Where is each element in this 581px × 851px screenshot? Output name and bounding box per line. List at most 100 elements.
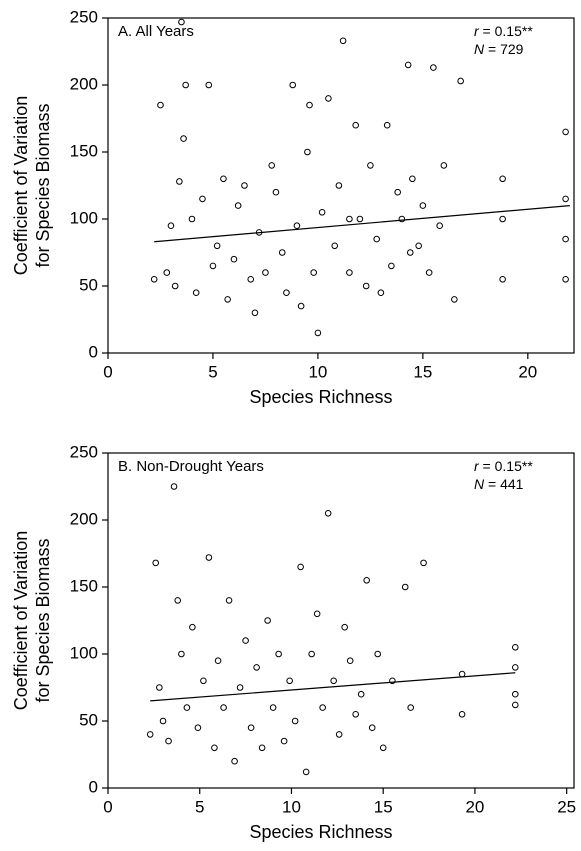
- point: [330, 677, 337, 685]
- point: [165, 737, 172, 745]
- y-tick-label: 200: [70, 74, 98, 93]
- point: [388, 262, 395, 270]
- point: [373, 235, 380, 243]
- point: [231, 757, 238, 765]
- point: [286, 677, 293, 685]
- point: [339, 37, 347, 45]
- point: [310, 269, 318, 276]
- point: [352, 711, 359, 718]
- y-tick-label: 150: [70, 141, 98, 160]
- point: [230, 255, 238, 263]
- point: [189, 623, 196, 631]
- y-tick-label: 50: [79, 275, 98, 294]
- fit-line: [150, 672, 516, 702]
- point: [234, 202, 242, 209]
- point: [457, 77, 464, 85]
- point: [280, 737, 288, 745]
- point: [346, 269, 353, 276]
- point: [379, 744, 387, 752]
- point: [313, 610, 321, 618]
- point: [499, 175, 506, 183]
- point: [192, 289, 200, 297]
- point: [319, 704, 326, 711]
- point: [341, 623, 348, 631]
- point: [199, 195, 206, 203]
- y-tick-label: 50: [79, 710, 98, 729]
- annotation-text: = 0.15**: [479, 23, 534, 39]
- point: [224, 296, 231, 303]
- point: [562, 276, 569, 283]
- plot-frame: [107, 17, 575, 354]
- point: [440, 162, 448, 169]
- annotation-symbol: N: [474, 476, 485, 492]
- point: [562, 235, 569, 243]
- point: [419, 202, 427, 209]
- point: [178, 18, 185, 26]
- point: [278, 249, 286, 256]
- x-tick-label: 15: [413, 362, 432, 381]
- point: [314, 329, 322, 337]
- point: [262, 269, 269, 276]
- point: [293, 222, 301, 229]
- point: [214, 657, 222, 665]
- y-tick-label: 100: [70, 208, 98, 227]
- point: [306, 101, 313, 109]
- point: [335, 731, 343, 738]
- y-axis-title: for Species Biomass: [33, 538, 53, 702]
- point: [398, 215, 406, 223]
- point: [324, 510, 332, 517]
- y-tick-label: 0: [89, 777, 98, 796]
- y-tick-label: 150: [70, 576, 98, 595]
- panel-title: B. Non-Drought Years: [118, 458, 264, 475]
- point: [451, 296, 458, 303]
- point: [209, 262, 217, 270]
- annotation: N = 441: [474, 476, 524, 492]
- point: [264, 617, 271, 624]
- point: [356, 215, 364, 223]
- point: [152, 559, 160, 567]
- point: [562, 195, 569, 203]
- point: [211, 744, 218, 752]
- y-tick-label: 250: [70, 7, 98, 26]
- point: [174, 597, 182, 604]
- point: [304, 148, 311, 156]
- panel-title: A. All Years: [118, 23, 194, 40]
- point: [363, 577, 370, 584]
- point: [346, 215, 353, 223]
- point: [562, 128, 569, 136]
- point: [247, 276, 255, 283]
- x-tick-label: 10: [282, 797, 301, 816]
- point: [499, 215, 506, 223]
- point: [163, 269, 171, 276]
- point: [183, 704, 191, 711]
- point: [458, 711, 466, 718]
- point: [511, 690, 519, 698]
- point: [297, 563, 304, 571]
- point: [182, 81, 189, 89]
- point: [335, 182, 343, 189]
- y-tick-label: 250: [70, 442, 98, 461]
- point: [213, 242, 221, 250]
- point: [180, 135, 187, 142]
- point: [236, 684, 244, 691]
- y-tick-label: 100: [70, 643, 98, 662]
- x-tick-label: 15: [374, 797, 393, 816]
- point: [346, 657, 354, 665]
- y-axis-title: Coefficient of Variation: [11, 531, 31, 710]
- point: [458, 670, 466, 678]
- point: [205, 554, 213, 561]
- point: [511, 664, 519, 671]
- point: [362, 282, 370, 290]
- point: [389, 677, 396, 685]
- point: [394, 188, 401, 196]
- point: [511, 644, 519, 651]
- point: [499, 276, 506, 283]
- point: [188, 215, 196, 223]
- x-tick-label: 20: [465, 797, 484, 816]
- x-tick-label: 20: [518, 362, 537, 381]
- point: [374, 650, 381, 658]
- point: [331, 242, 339, 250]
- point: [407, 704, 415, 711]
